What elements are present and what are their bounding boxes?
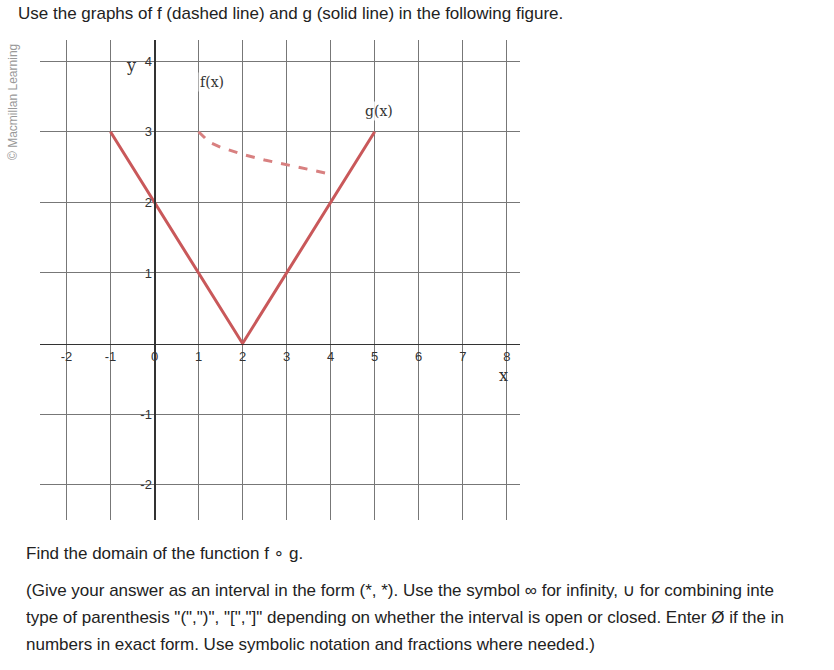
svg-text:1: 1 xyxy=(195,349,202,364)
svg-text:0: 0 xyxy=(151,349,158,364)
svg-text:1: 1 xyxy=(145,265,152,280)
svg-text:6: 6 xyxy=(415,349,422,364)
svg-text:g(x): g(x) xyxy=(365,103,393,119)
svg-text:-1: -1 xyxy=(140,407,152,422)
svg-text:-2: -2 xyxy=(140,477,152,492)
html-text:Use the graphs of f (dashed li: Use the graphs of f (dashed line) and g … xyxy=(18,4,564,23)
svg-text:f(x): f(x) xyxy=(200,74,224,90)
svg-text:-1: -1 xyxy=(105,349,117,364)
svg-text:7: 7 xyxy=(459,349,466,364)
svg-text:3: 3 xyxy=(145,124,152,139)
svg-text:y: y xyxy=(126,56,136,75)
svg-text:2: 2 xyxy=(239,349,246,364)
html-text:(Give your answer as an interv: (Give your answer as an interval in the … xyxy=(26,581,774,600)
html-text:type of parenthesis "(",")", ": type of parenthesis "(",")", "[","]" dep… xyxy=(26,608,784,627)
html-text:Find the domain of the functio: Find the domain of the function f ∘ g. xyxy=(26,544,304,563)
svg-text:5: 5 xyxy=(371,349,378,364)
html-text:numbers in exact form. Use sym: numbers in exact form. Use symbolic nota… xyxy=(26,635,595,654)
svg-text:3: 3 xyxy=(283,349,290,364)
svg-text:-2: -2 xyxy=(61,349,73,364)
svg-text:8: 8 xyxy=(503,349,510,364)
svg-text:4: 4 xyxy=(145,54,152,69)
svg-text:4: 4 xyxy=(327,349,334,364)
svg-text:x: x xyxy=(499,366,508,385)
svg-text:2: 2 xyxy=(145,195,152,210)
html-text:© Macmillan Learning: © Macmillan Learning xyxy=(6,43,20,160)
